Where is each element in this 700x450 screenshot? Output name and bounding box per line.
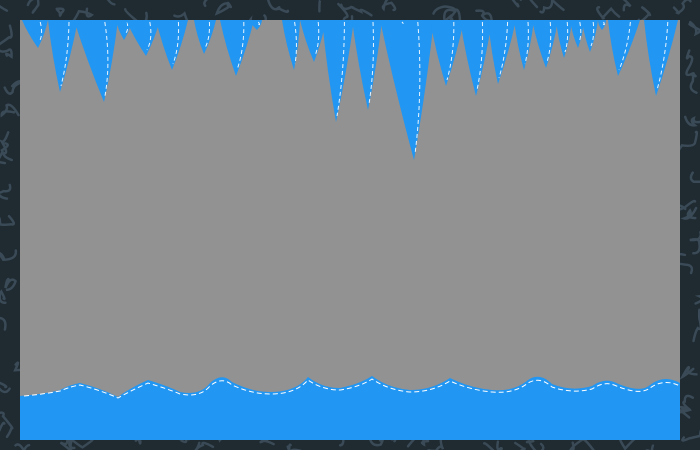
cave-play-area: [20, 20, 680, 440]
